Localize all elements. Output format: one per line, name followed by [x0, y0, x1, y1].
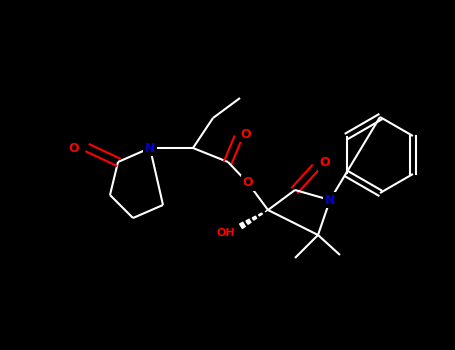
Polygon shape — [240, 222, 245, 229]
Polygon shape — [265, 210, 268, 212]
Polygon shape — [253, 216, 257, 220]
Text: OH: OH — [217, 228, 235, 238]
Text: O: O — [243, 176, 253, 189]
Polygon shape — [258, 213, 263, 216]
Text: N: N — [325, 194, 335, 206]
Text: O: O — [241, 127, 251, 140]
Text: O: O — [69, 141, 79, 154]
Text: N: N — [145, 141, 155, 154]
Polygon shape — [246, 219, 251, 224]
Text: O: O — [320, 156, 330, 169]
